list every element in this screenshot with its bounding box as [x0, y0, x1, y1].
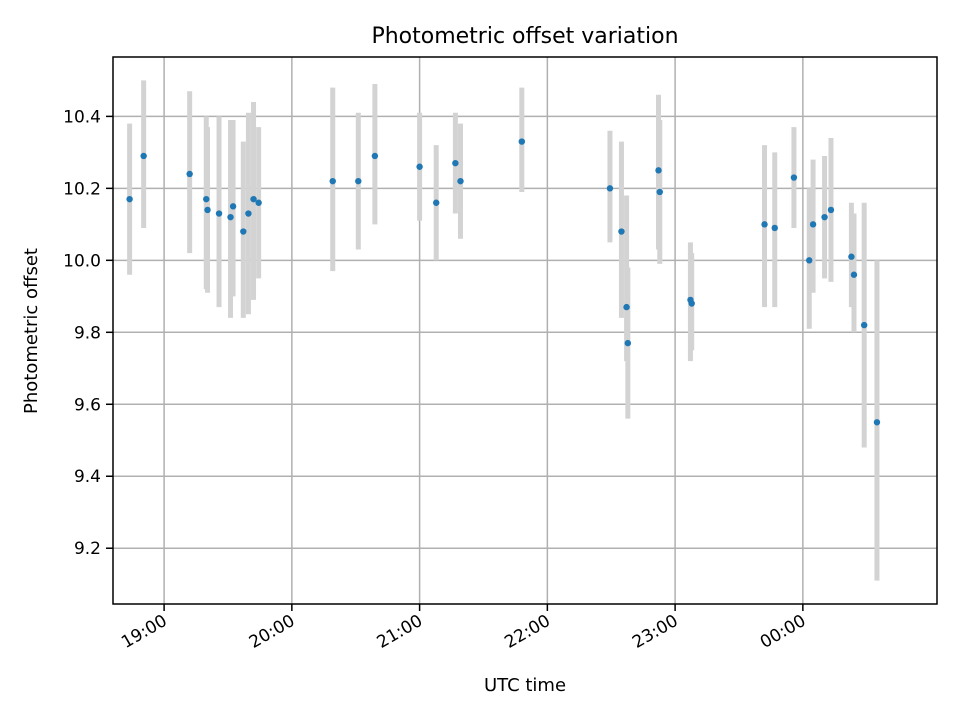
data-point	[790, 174, 798, 181]
x-tick-label: 22:00	[501, 611, 553, 653]
data-point	[250, 195, 257, 203]
data-point	[606, 185, 614, 192]
data-point	[140, 152, 147, 160]
data-point	[848, 253, 855, 260]
data-point	[806, 257, 813, 264]
data-point	[329, 177, 336, 185]
x-axis-label: UTC time	[484, 675, 566, 696]
y-tick-label: 9.8	[74, 323, 101, 343]
x-tick-label: 21:00	[374, 611, 426, 653]
data-point	[416, 163, 423, 170]
y-tick-label: 9.2	[74, 539, 101, 559]
x-tick-label: 23:00	[629, 611, 681, 653]
data-point	[624, 339, 632, 347]
data-point	[255, 199, 262, 206]
x-tick-label: 19:00	[118, 611, 170, 653]
plot-frame	[112, 56, 938, 605]
data-point	[873, 419, 881, 426]
y-tick-label: 10.2	[63, 179, 101, 199]
data-point	[618, 228, 625, 235]
data-point	[821, 213, 828, 221]
data-point	[850, 271, 858, 278]
data-point	[355, 177, 362, 185]
y-tick-label: 9.6	[74, 395, 101, 415]
data-point	[229, 203, 237, 210]
data-point	[203, 195, 210, 203]
data-point	[452, 159, 459, 167]
y-axis-label: Photometric offset	[21, 248, 42, 414]
data-point	[761, 221, 768, 228]
data-point	[518, 138, 526, 145]
data-point	[371, 152, 379, 160]
x-axis: 19:00 20:00 21:00 22:00 23:00 00:00	[118, 604, 809, 653]
x-tick-label: 20:00	[246, 611, 298, 653]
data-point	[771, 224, 778, 232]
data-point	[227, 213, 234, 221]
data-point	[656, 188, 663, 196]
data-point	[860, 321, 868, 329]
y-tick-label: 9.4	[74, 467, 101, 487]
data-point	[245, 210, 252, 217]
data-point	[809, 221, 817, 228]
data-point	[655, 167, 662, 174]
data-point	[688, 300, 695, 307]
data-point	[433, 199, 440, 206]
data-point	[126, 195, 133, 203]
data-point	[215, 210, 223, 217]
y-tick-label: 10.0	[63, 251, 101, 271]
data-point	[457, 177, 464, 185]
data-point	[623, 303, 630, 311]
y-axis: 9.2 9.4 9.6 9.8 10.0 10.2 10.4	[63, 107, 113, 559]
grid	[113, 57, 937, 604]
errorbars	[127, 80, 880, 581]
data-point	[204, 206, 211, 214]
data-point	[186, 170, 193, 178]
y-tick-label: 10.4	[63, 107, 101, 127]
data-point	[827, 206, 835, 214]
data-points	[126, 138, 881, 426]
data-point	[240, 228, 247, 235]
x-tick-label: 00:00	[757, 611, 809, 653]
chart-title: Photometric offset variation	[371, 24, 678, 49]
